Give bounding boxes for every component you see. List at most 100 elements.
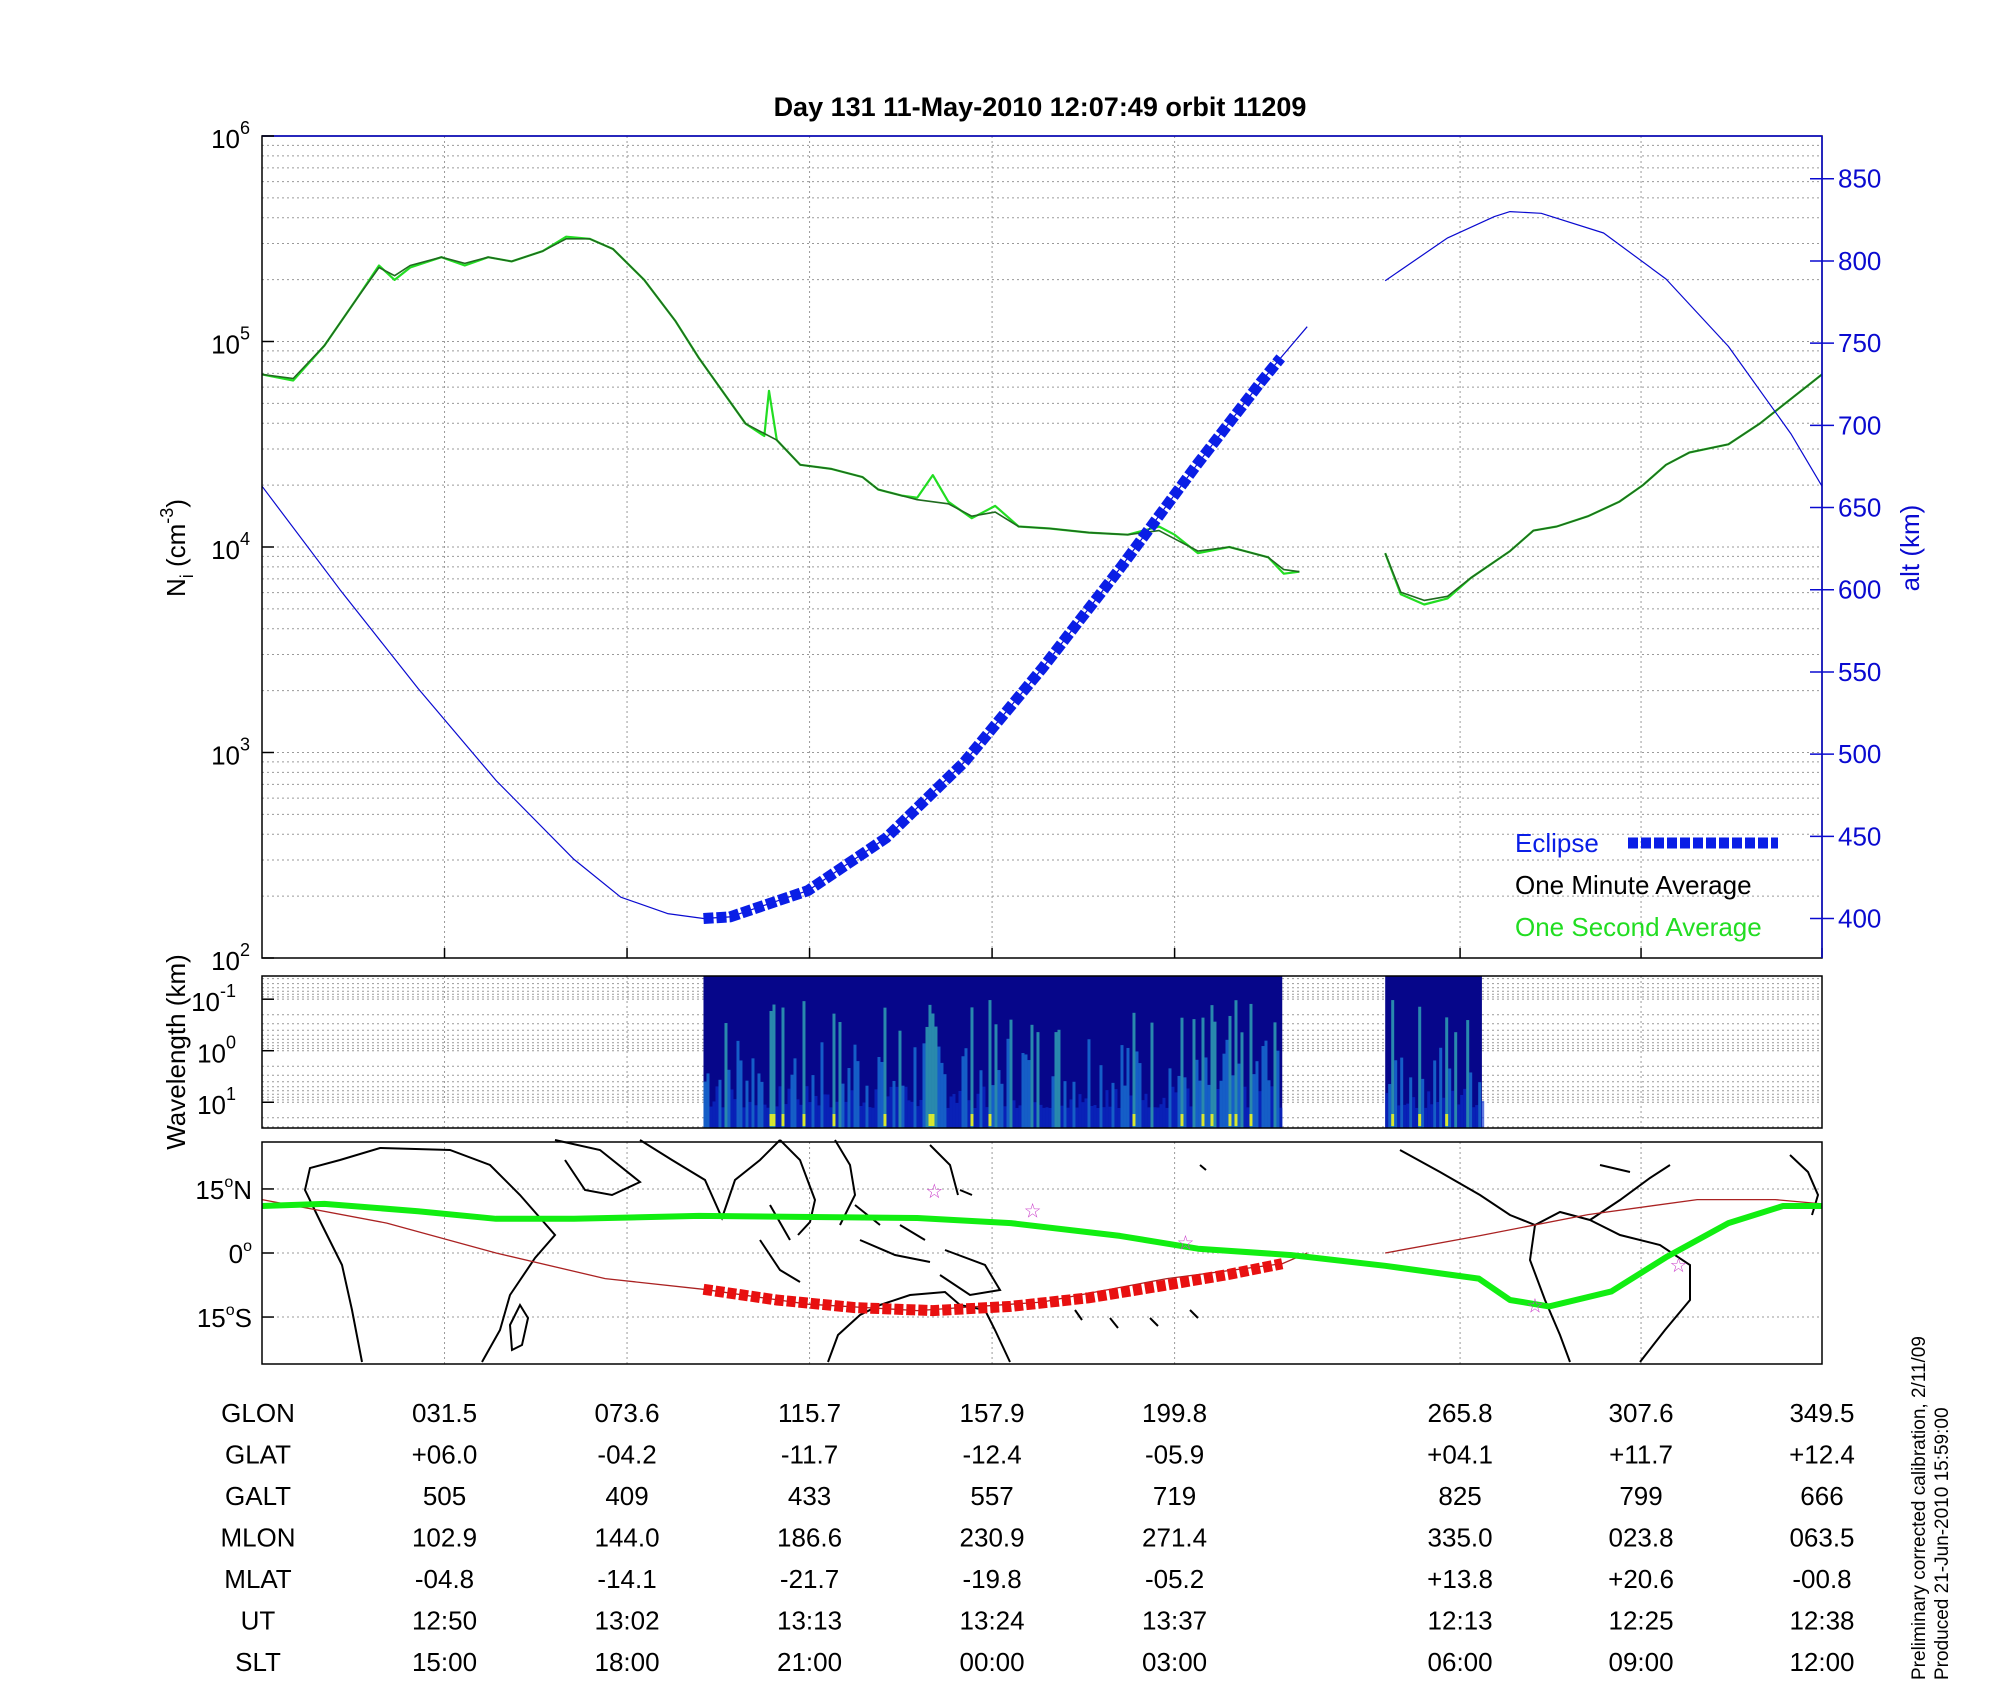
table-cell: 073.6 bbox=[595, 1398, 660, 1428]
tick-exponent: 0 bbox=[226, 1033, 236, 1053]
spectrogram-column bbox=[1258, 1091, 1262, 1128]
spectrogram-column bbox=[949, 1096, 953, 1128]
table-cell: 102.9 bbox=[412, 1523, 477, 1553]
ylabel-end: ) bbox=[161, 499, 191, 508]
map-tracks: ☆ ☆ ☆ ☆ ☆ bbox=[261, 1181, 1823, 1318]
spectrogram-column bbox=[1237, 1063, 1241, 1128]
ylabel-rest: (cm bbox=[161, 524, 191, 575]
table-cell: 230.9 bbox=[960, 1523, 1025, 1553]
spectrogram-column bbox=[1069, 1099, 1073, 1128]
table-cell: 06:00 bbox=[1428, 1647, 1493, 1677]
spectrogram-column bbox=[1478, 1082, 1482, 1128]
spectrogram-column bbox=[1087, 1039, 1091, 1128]
spectrogram-column bbox=[889, 1086, 893, 1128]
spectrogram-column bbox=[784, 1104, 788, 1128]
table-cell: -04.8 bbox=[415, 1564, 474, 1594]
spectrogram-column bbox=[820, 1042, 824, 1128]
spectrogram-peak bbox=[1418, 1114, 1422, 1126]
tick-base: 10 bbox=[211, 330, 240, 360]
table-cell: 031.5 bbox=[412, 1398, 477, 1428]
tick-exponent: 1 bbox=[226, 1084, 236, 1104]
spectrogram-column bbox=[1460, 1094, 1464, 1128]
spectrogram-peak bbox=[928, 1114, 932, 1126]
table-cell: 666 bbox=[1800, 1481, 1843, 1511]
spectrogram-column bbox=[1249, 1003, 1253, 1128]
density-series bbox=[261, 211, 1823, 924]
spectrogram-column bbox=[721, 1107, 725, 1128]
map-y-tick-label: 15oS bbox=[197, 1302, 252, 1333]
spectrogram-column bbox=[1213, 1021, 1217, 1128]
table-cell: +11.7 bbox=[1609, 1440, 1673, 1470]
spectrogram-column bbox=[1183, 1077, 1187, 1128]
table-row-label: GLAT bbox=[225, 1440, 291, 1470]
spectrogram-column bbox=[1279, 1107, 1283, 1128]
hemisphere-letter: S bbox=[235, 1303, 252, 1333]
spectrogram-column bbox=[1018, 1105, 1022, 1128]
table-cell: 144.0 bbox=[595, 1523, 660, 1553]
table-cell: 13:37 bbox=[1142, 1606, 1207, 1636]
spectrogram-column bbox=[1156, 1107, 1160, 1128]
spectrogram-column bbox=[868, 1107, 872, 1128]
spectrogram-column bbox=[1276, 1050, 1280, 1128]
spectrogram-column bbox=[793, 1058, 797, 1128]
spectrogram-column bbox=[922, 1043, 926, 1128]
spectrogram-peak bbox=[769, 1114, 773, 1126]
magnetic-equator-star-marker: ☆ bbox=[1670, 1255, 1688, 1277]
spectrogram-column bbox=[847, 1068, 851, 1128]
spectrogram-column bbox=[1045, 1107, 1049, 1128]
table-cell: +20.6 bbox=[1608, 1564, 1674, 1594]
magnetic-equator-star-marker: ☆ bbox=[1024, 1200, 1042, 1222]
table-cell: 12:25 bbox=[1609, 1606, 1674, 1636]
spectrogram-column bbox=[1391, 1000, 1395, 1128]
table-cell: -04.2 bbox=[597, 1440, 656, 1470]
spectrogram-column bbox=[883, 1007, 887, 1128]
magnetic-equator-star-marker: ☆ bbox=[1526, 1296, 1544, 1318]
spectrogram-column bbox=[937, 1046, 941, 1128]
spectrogram-peak bbox=[781, 1114, 785, 1126]
spectrogram-column bbox=[739, 1060, 743, 1128]
spectrogram-column bbox=[1430, 1104, 1434, 1128]
spectrogram-column bbox=[967, 1100, 971, 1128]
spectrogram-column bbox=[1039, 1104, 1043, 1128]
table-cell: 433 bbox=[788, 1481, 831, 1511]
spectrogram-column bbox=[985, 1107, 989, 1128]
spectrogram-column bbox=[1406, 1103, 1410, 1128]
orbit-parameter-table: GLON 031.5 073.6 115.7 157.9 199.8 265.8 307.6 3… bbox=[220, 1398, 1854, 1677]
density-y-tick-label: 106 bbox=[211, 118, 250, 154]
table-cell: 00:00 bbox=[960, 1647, 1025, 1677]
spectrogram-column bbox=[1108, 1106, 1112, 1128]
spectrogram-column bbox=[1015, 1107, 1019, 1128]
spectrogram-column bbox=[1051, 1076, 1055, 1128]
spectrogram-column bbox=[1150, 1022, 1154, 1128]
spectrogram-column bbox=[1252, 1074, 1256, 1128]
spectrogram-column bbox=[1189, 1106, 1193, 1128]
spectrogram-column bbox=[1054, 1032, 1058, 1128]
spectrogram-column bbox=[1126, 1047, 1130, 1128]
spectrogram-column bbox=[1159, 1104, 1163, 1128]
spectrogram-column bbox=[1078, 1094, 1082, 1128]
spectrogram-column bbox=[1270, 1086, 1274, 1128]
spectrogram-column bbox=[1000, 1083, 1004, 1128]
table-cell: 349.5 bbox=[1789, 1398, 1854, 1428]
spectrogram-column bbox=[895, 1086, 899, 1128]
spectrogram-column bbox=[718, 1079, 722, 1128]
spectrogram-column bbox=[973, 1107, 977, 1128]
spectrogram-column bbox=[1072, 1081, 1076, 1128]
spectrogram-column bbox=[1117, 1107, 1121, 1128]
altitude-tick-label: 400 bbox=[1838, 904, 1881, 934]
spectrogram-column bbox=[1273, 1022, 1277, 1128]
table-cell: -05.2 bbox=[1145, 1564, 1204, 1594]
magnetic-equator-star-marker: ☆ bbox=[1177, 1232, 1195, 1254]
spectrogram-column bbox=[952, 1093, 956, 1128]
spectrogram-column bbox=[790, 1074, 794, 1128]
chart-title: Day 131 11-May-2010 12:07:49 orbit 11209 bbox=[774, 92, 1307, 122]
spectrogram-column bbox=[1397, 1105, 1401, 1128]
table-cell: -05.9 bbox=[1145, 1440, 1204, 1470]
spectrogram-column bbox=[856, 1061, 860, 1128]
spectrogram-y-tick-label: 10-1 bbox=[191, 981, 236, 1017]
spectrogram-peak bbox=[1249, 1114, 1253, 1126]
spectrogram-column bbox=[1222, 1053, 1226, 1128]
spectrogram-column bbox=[1231, 1075, 1235, 1128]
